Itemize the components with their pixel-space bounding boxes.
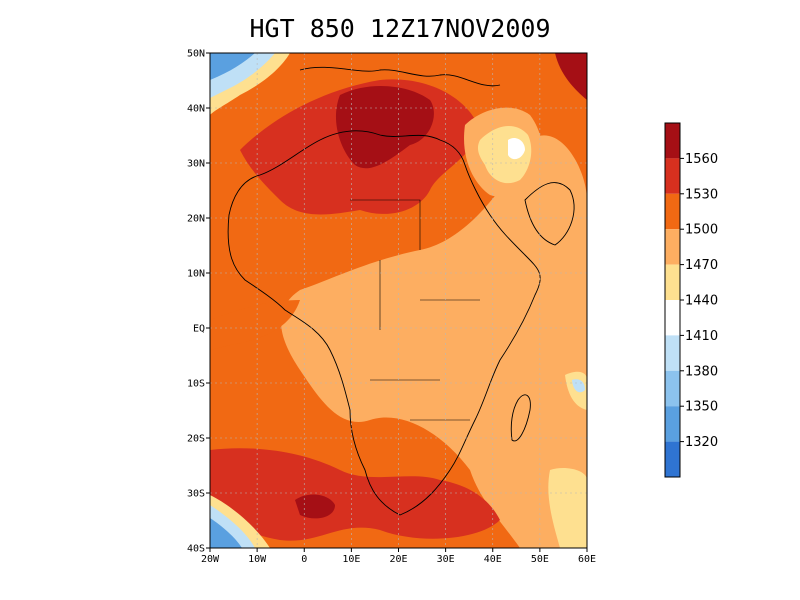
colorbar-swatch bbox=[665, 441, 680, 477]
colorbar-swatch bbox=[665, 229, 680, 265]
lon-tick-label: 50E bbox=[531, 554, 549, 565]
lon-tick-label: 30E bbox=[437, 554, 455, 565]
lon-tick-label: 20E bbox=[389, 554, 407, 565]
lon-tick-label: 10E bbox=[342, 554, 360, 565]
colorbar-label: 1380 bbox=[685, 364, 718, 379]
longitude-axis: 20W 10W 0 10E 20E 30E 40E 50E 60E bbox=[201, 548, 596, 565]
latitude-axis: 50N 40N 30N 20N 10N EQ 10S 20S 30S 40S bbox=[187, 49, 210, 555]
colorbar-swatch bbox=[665, 300, 680, 336]
colorbar-swatch bbox=[665, 193, 680, 230]
colorbar-label: 1500 bbox=[685, 223, 718, 238]
lat-tick-label: 50N bbox=[187, 49, 205, 60]
colorbar-swatch bbox=[665, 370, 680, 407]
lat-tick-label: 30N bbox=[187, 159, 205, 170]
colorbar: 1560 1530 1500 1470 1440 1410 1380 1350 1320 bbox=[664, 122, 718, 478]
colorbar-label: 1440 bbox=[685, 294, 718, 309]
colorbar-label: 1320 bbox=[685, 435, 718, 450]
lat-tick-label: 40S bbox=[187, 544, 205, 555]
map-title: HGT 850 12Z17NOV2009 bbox=[249, 14, 551, 43]
lon-tick-label: 0 bbox=[301, 554, 307, 565]
colorbar-label: 1560 bbox=[685, 152, 718, 167]
lon-tick-label: 60E bbox=[578, 554, 596, 565]
colorbar-label: 1470 bbox=[685, 258, 718, 273]
lat-tick-label: 20S bbox=[187, 434, 205, 445]
lon-tick-label: 20W bbox=[201, 554, 220, 565]
colorbar-label: 1530 bbox=[685, 187, 718, 202]
coastlines bbox=[227, 66, 575, 516]
lat-tick-label: 20N bbox=[187, 214, 205, 225]
height-field bbox=[210, 53, 587, 548]
colorbar-swatch bbox=[665, 264, 680, 300]
lat-tick-label: 10S bbox=[187, 379, 205, 390]
colorbar-swatch bbox=[665, 335, 680, 371]
colorbar-swatch bbox=[665, 158, 680, 194]
lon-tick-label: 10W bbox=[248, 554, 267, 565]
colorbar-swatch bbox=[665, 123, 680, 159]
colorbar-label: 1350 bbox=[685, 400, 718, 415]
lat-tick-label: 10N bbox=[187, 269, 205, 280]
lon-tick-label: 40E bbox=[484, 554, 502, 565]
lat-tick-label: 40N bbox=[187, 104, 205, 115]
lat-tick-label: 30S bbox=[187, 489, 205, 500]
lat-tick-label: EQ bbox=[193, 324, 205, 335]
colorbar-label: 1410 bbox=[685, 329, 718, 344]
colorbar-swatch bbox=[665, 406, 680, 442]
